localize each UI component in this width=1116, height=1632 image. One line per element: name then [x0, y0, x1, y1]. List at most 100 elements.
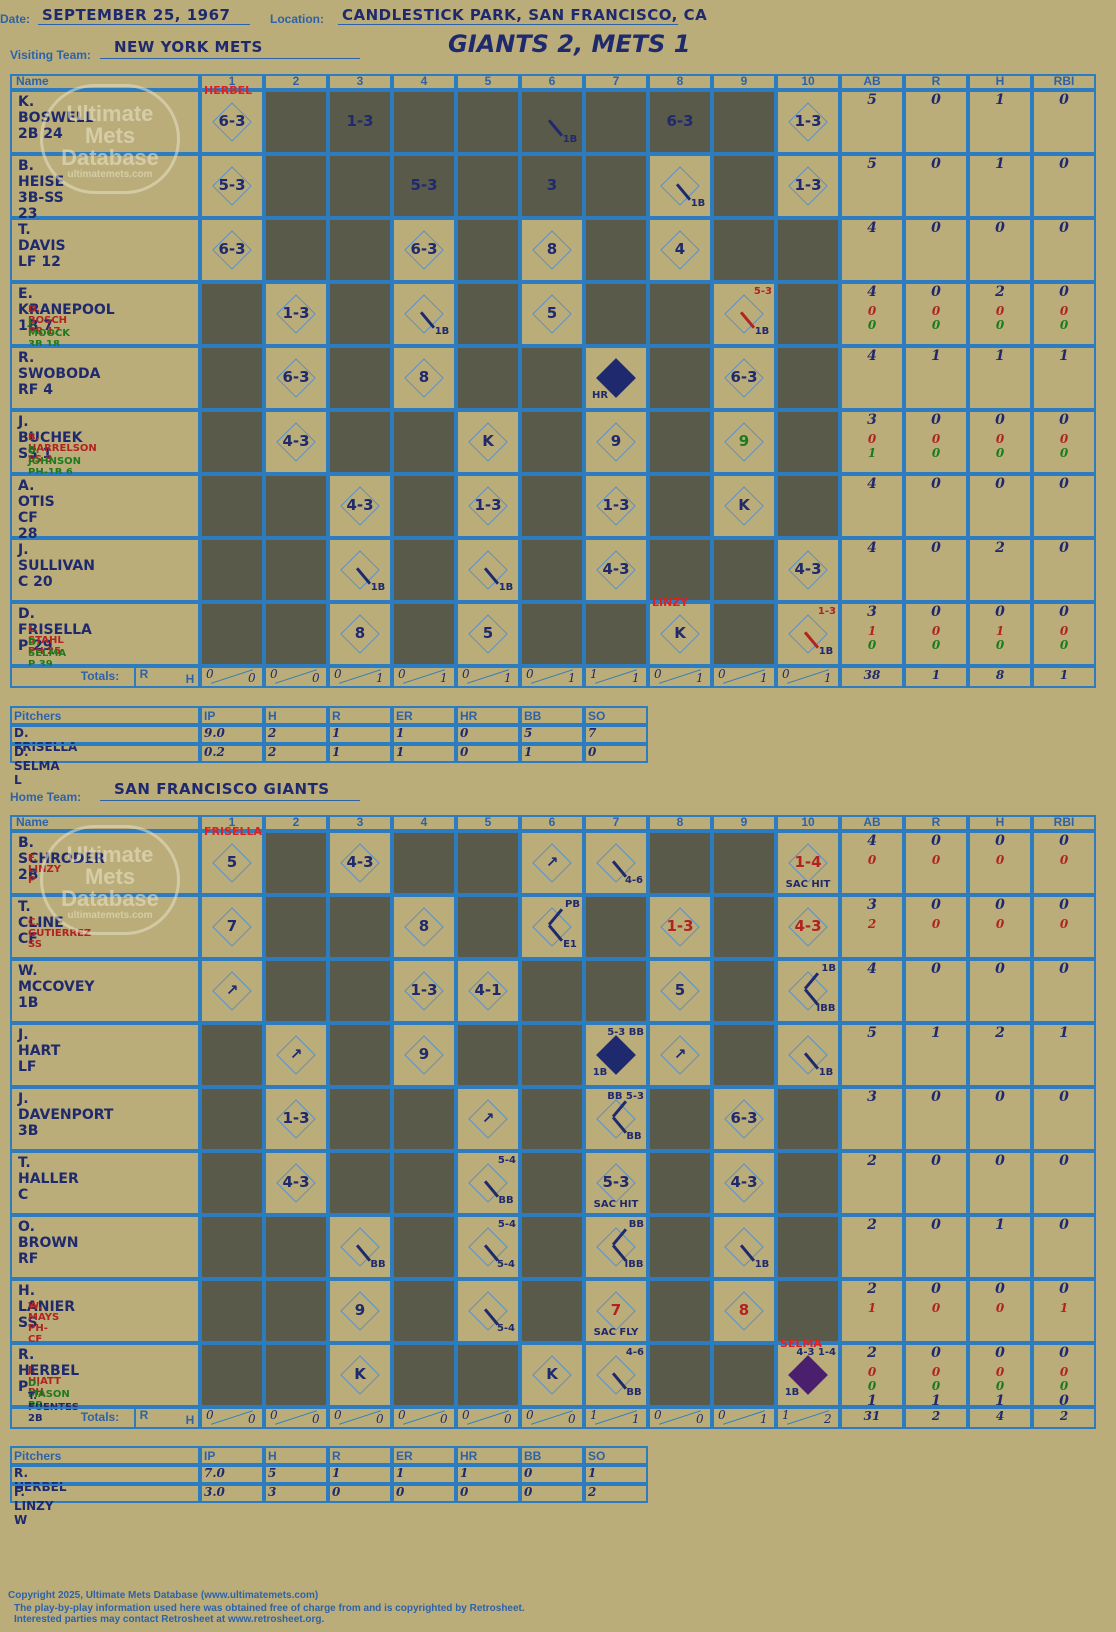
play-result: 5 — [482, 624, 494, 642]
stat-cell — [840, 1343, 904, 1407]
player-name-cell — [10, 410, 200, 474]
stat-cell — [904, 218, 968, 282]
pitcher-stat: 0 — [396, 1485, 405, 1499]
play-result: 8 — [354, 624, 366, 642]
play-result: 4-3 — [346, 496, 374, 514]
pitcher-name: F. LINZY W — [14, 1485, 54, 1527]
at-bat-cell — [328, 1343, 392, 1407]
pitcher-header-cell — [520, 1446, 584, 1465]
inning-header: 5 — [484, 74, 492, 88]
footer-line3: Interested parties may contact Retroshee… — [14, 1614, 325, 1625]
name-header-cell — [10, 74, 200, 90]
stat-cell — [840, 831, 904, 895]
at-bat-cell — [584, 602, 648, 666]
play-annotation: 5-4 — [497, 1219, 516, 1230]
player-name-cell — [10, 1279, 200, 1343]
stat-value: 0 — [931, 220, 941, 236]
at-bat-cell — [264, 959, 328, 1023]
substitute-name: J. HIATT PH — [28, 1365, 61, 1398]
inning-header-cell — [264, 815, 328, 831]
at-bat-cell — [392, 602, 456, 666]
stat-value: 0 — [995, 961, 1005, 977]
inning-runs: 0 — [462, 1408, 470, 1422]
inning-total-cell — [456, 1407, 520, 1429]
stat-cell — [840, 154, 904, 218]
pitcher-cell — [264, 1484, 328, 1503]
pitcher-stat: 9.0 — [204, 726, 225, 740]
pitcher-header: IP — [204, 1449, 216, 1463]
stat-cell — [1032, 1215, 1096, 1279]
at-bat-cell — [392, 1279, 456, 1343]
at-bat-cell — [328, 410, 392, 474]
at-bat-cell — [776, 1023, 840, 1087]
inning-total-cell — [712, 1407, 776, 1429]
inning-runs: 0 — [206, 667, 214, 681]
play-result: 1B — [562, 134, 578, 145]
stat-total: 1 — [1059, 668, 1069, 682]
at-bat-cell — [520, 474, 584, 538]
at-bat-cell — [328, 1215, 392, 1279]
at-bat-cell — [648, 154, 712, 218]
stat-value: 0 — [1059, 638, 1069, 652]
at-bat-cell — [648, 1343, 712, 1407]
substitute-name: B. HARRELSON SS 3 — [28, 432, 97, 465]
at-bat-cell — [264, 1087, 328, 1151]
stat-cell — [840, 90, 904, 154]
stat-value: 4 — [867, 220, 877, 236]
at-bat-cell — [520, 1023, 584, 1087]
stat-cell — [968, 1023, 1032, 1087]
pitcher-header-cell — [10, 1446, 200, 1465]
stat-value: 0 — [1059, 604, 1069, 620]
name-header-cell — [10, 815, 200, 831]
pitcher-stat: 1 — [524, 745, 533, 759]
stat-value: 0 — [1059, 476, 1069, 492]
at-bat-cell — [456, 1279, 520, 1343]
player-name-cell — [10, 218, 200, 282]
pitcher-stat: 1 — [396, 745, 405, 759]
stat-value: 0 — [995, 1301, 1005, 1315]
play-result: 3 — [546, 176, 558, 194]
at-bat-cell — [776, 895, 840, 959]
inning-runs: 0 — [654, 667, 662, 681]
play-result: 1B — [754, 1259, 770, 1270]
totals-label: Totals: — [80, 1410, 120, 1424]
at-bat-cell — [456, 1343, 520, 1407]
at-bat-cell — [264, 1279, 328, 1343]
play-result: 6-3 — [730, 1109, 758, 1127]
at-bat-cell — [200, 602, 264, 666]
stat-value: 0 — [867, 432, 877, 446]
player-name: O. BROWN RF — [18, 1219, 79, 1267]
player-name-cell — [10, 474, 200, 538]
stat-value: 0 — [1059, 220, 1069, 236]
play-result: BB — [370, 1259, 386, 1270]
stat-value: 1 — [867, 1393, 877, 1409]
stat-cell — [968, 1215, 1032, 1279]
player-name: J. DAVENPORT 3B — [18, 1091, 114, 1139]
stat-value: 0 — [995, 476, 1005, 492]
stat-cell — [904, 1087, 968, 1151]
stat-value: 0 — [931, 156, 941, 172]
stat-cell — [968, 218, 1032, 282]
stat-cell — [968, 410, 1032, 474]
pitcher-header: IP — [204, 709, 216, 723]
at-bat-cell — [776, 90, 840, 154]
at-bat-cell — [584, 346, 648, 410]
stat-value: 0 — [931, 961, 941, 977]
play-result: 8 — [738, 1301, 750, 1319]
pitcher-stat: 3 — [268, 1485, 277, 1499]
play-result: 6-3 — [666, 112, 694, 130]
stat-cell — [968, 282, 1032, 346]
player-name-cell — [10, 602, 200, 666]
stat-value: 2 — [867, 917, 877, 931]
player-name: T. CLINE CF — [18, 899, 64, 947]
at-bat-cell — [648, 90, 712, 154]
stat-value: 0 — [931, 284, 941, 300]
pitcher-cell — [10, 1484, 200, 1503]
play-annotation: 5-3 — [753, 286, 772, 297]
at-bat-cell — [776, 602, 840, 666]
inning-total-cell — [328, 666, 392, 688]
pitcher-cell — [520, 1484, 584, 1503]
player-name-cell — [10, 959, 200, 1023]
stat-value: 0 — [931, 1345, 941, 1361]
player-name: R. SWOBODA RF 4 — [18, 350, 101, 398]
